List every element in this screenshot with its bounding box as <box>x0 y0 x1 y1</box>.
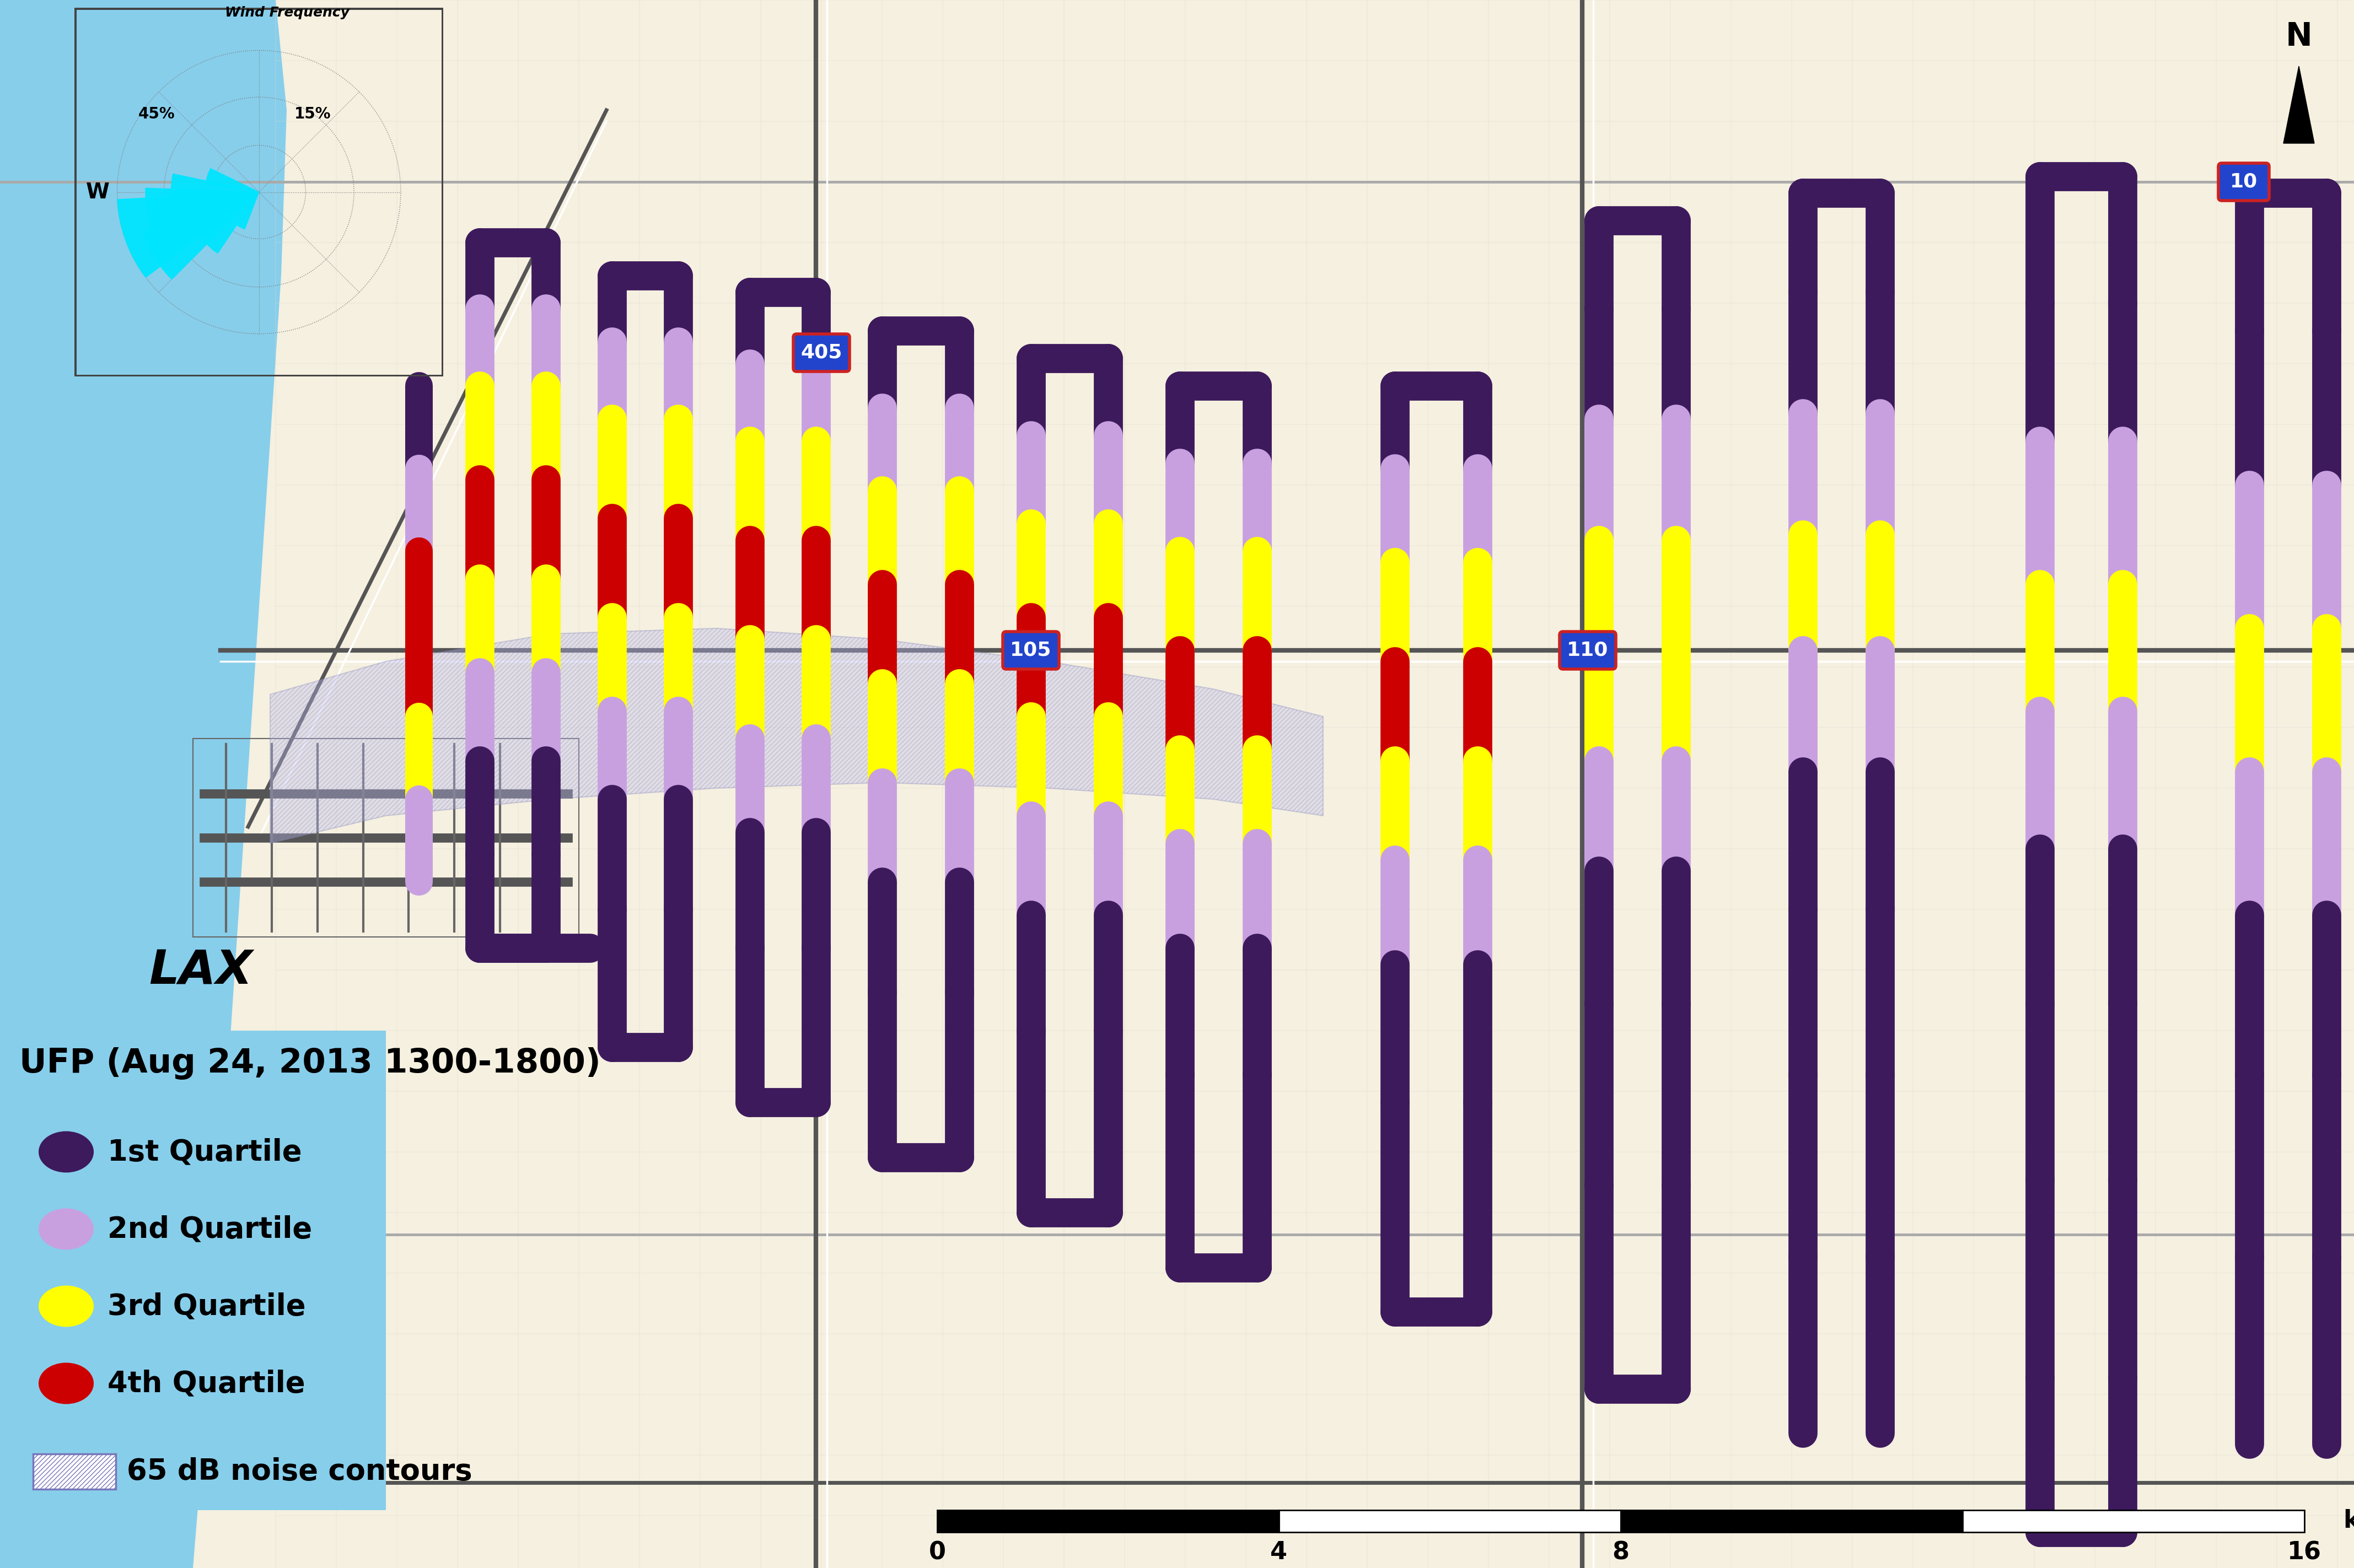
Text: 3rd Quartile: 3rd Quartile <box>108 1292 306 1320</box>
Text: 1st Quartile: 1st Quartile <box>108 1137 301 1167</box>
Bar <box>33 1454 115 1490</box>
Polygon shape <box>235 191 259 229</box>
Bar <box>1622 1510 1963 1532</box>
Bar <box>12 1030 386 1510</box>
Polygon shape <box>141 191 259 279</box>
Text: 45%: 45% <box>139 107 174 122</box>
Ellipse shape <box>38 1209 94 1250</box>
Text: 0: 0 <box>927 1540 946 1565</box>
Text: 2nd Quartile: 2nd Quartile <box>108 1215 313 1243</box>
Polygon shape <box>172 174 259 204</box>
FancyBboxPatch shape <box>1003 632 1059 670</box>
Text: 4: 4 <box>1271 1540 1288 1565</box>
Text: 16: 16 <box>2288 1540 2321 1565</box>
Bar <box>1963 1510 2305 1532</box>
FancyBboxPatch shape <box>2217 163 2269 201</box>
Bar <box>1278 1510 1622 1532</box>
Ellipse shape <box>38 1131 94 1173</box>
Bar <box>937 1510 1278 1532</box>
Text: W: W <box>87 182 111 202</box>
Polygon shape <box>146 188 259 235</box>
Polygon shape <box>118 191 259 278</box>
Polygon shape <box>200 191 259 252</box>
Bar <box>193 739 579 938</box>
Ellipse shape <box>38 1286 94 1327</box>
Text: 405: 405 <box>800 343 843 362</box>
Text: 8: 8 <box>1612 1540 1629 1565</box>
FancyBboxPatch shape <box>793 334 850 372</box>
Polygon shape <box>0 0 287 1568</box>
Text: 105: 105 <box>1010 641 1052 660</box>
Ellipse shape <box>38 1363 94 1403</box>
Text: 10: 10 <box>2229 172 2257 191</box>
Text: Wind Frequency: Wind Frequency <box>226 6 348 19</box>
Text: km: km <box>2342 1510 2354 1534</box>
Text: 65 dB noise contours: 65 dB noise contours <box>127 1457 473 1486</box>
FancyBboxPatch shape <box>1561 632 1615 670</box>
Polygon shape <box>205 168 259 191</box>
Text: 110: 110 <box>1568 641 1608 660</box>
Text: UFP (Aug 24, 2013 1300-1800): UFP (Aug 24, 2013 1300-1800) <box>19 1047 600 1080</box>
Polygon shape <box>2283 66 2314 143</box>
Text: LAX: LAX <box>148 949 252 994</box>
Polygon shape <box>271 629 1323 844</box>
Text: N: N <box>2286 20 2312 52</box>
Text: 4th Quartile: 4th Quartile <box>108 1369 306 1397</box>
Text: 15%: 15% <box>294 107 332 122</box>
